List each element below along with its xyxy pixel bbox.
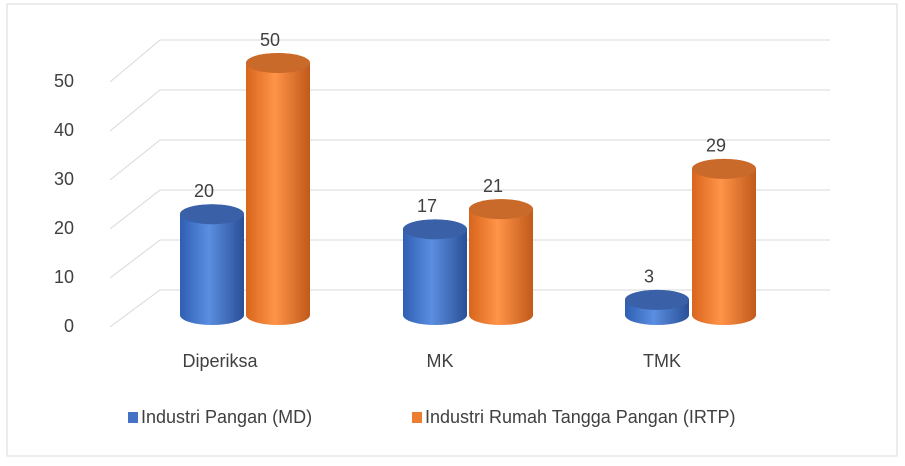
y-tick-label: 50 [54,71,74,91]
grid-line [109,139,830,181]
bar-top [246,53,310,73]
legend-swatch [128,412,138,423]
bar-top [692,158,756,179]
bar-top [469,199,533,220]
grid-line [109,89,830,132]
legend-label: Industri Rumah Tangga Pangan (IRTP) [425,407,736,427]
x-tick-label: MK [427,351,454,371]
bar-top [625,289,689,310]
data-label: 17 [417,196,437,216]
bar-top [180,204,244,225]
bar [180,204,244,325]
bar [246,53,310,325]
y-tick-label: 40 [54,120,74,140]
grid-line [109,39,830,83]
bar [469,199,533,325]
bar-top [403,219,467,240]
grid-line [109,289,830,328]
data-label: 21 [483,176,503,196]
y-tick-label: 0 [64,316,74,336]
bar [692,158,756,325]
grid-line [109,189,830,230]
bar [403,219,467,325]
legend-label: Industri Pangan (MD) [141,407,312,427]
y-tick-label: 20 [54,218,74,238]
data-label: 3 [644,267,654,287]
legend-swatch [412,412,422,423]
data-label: 20 [194,181,214,201]
y-tick-label: 10 [54,267,74,287]
y-tick-label: 30 [54,169,74,189]
x-tick-label: TMK [643,351,681,371]
x-tick-label: Diperiksa [182,351,258,371]
grid-line [109,239,830,279]
data-label: 50 [260,30,280,50]
data-label: 29 [706,136,726,156]
